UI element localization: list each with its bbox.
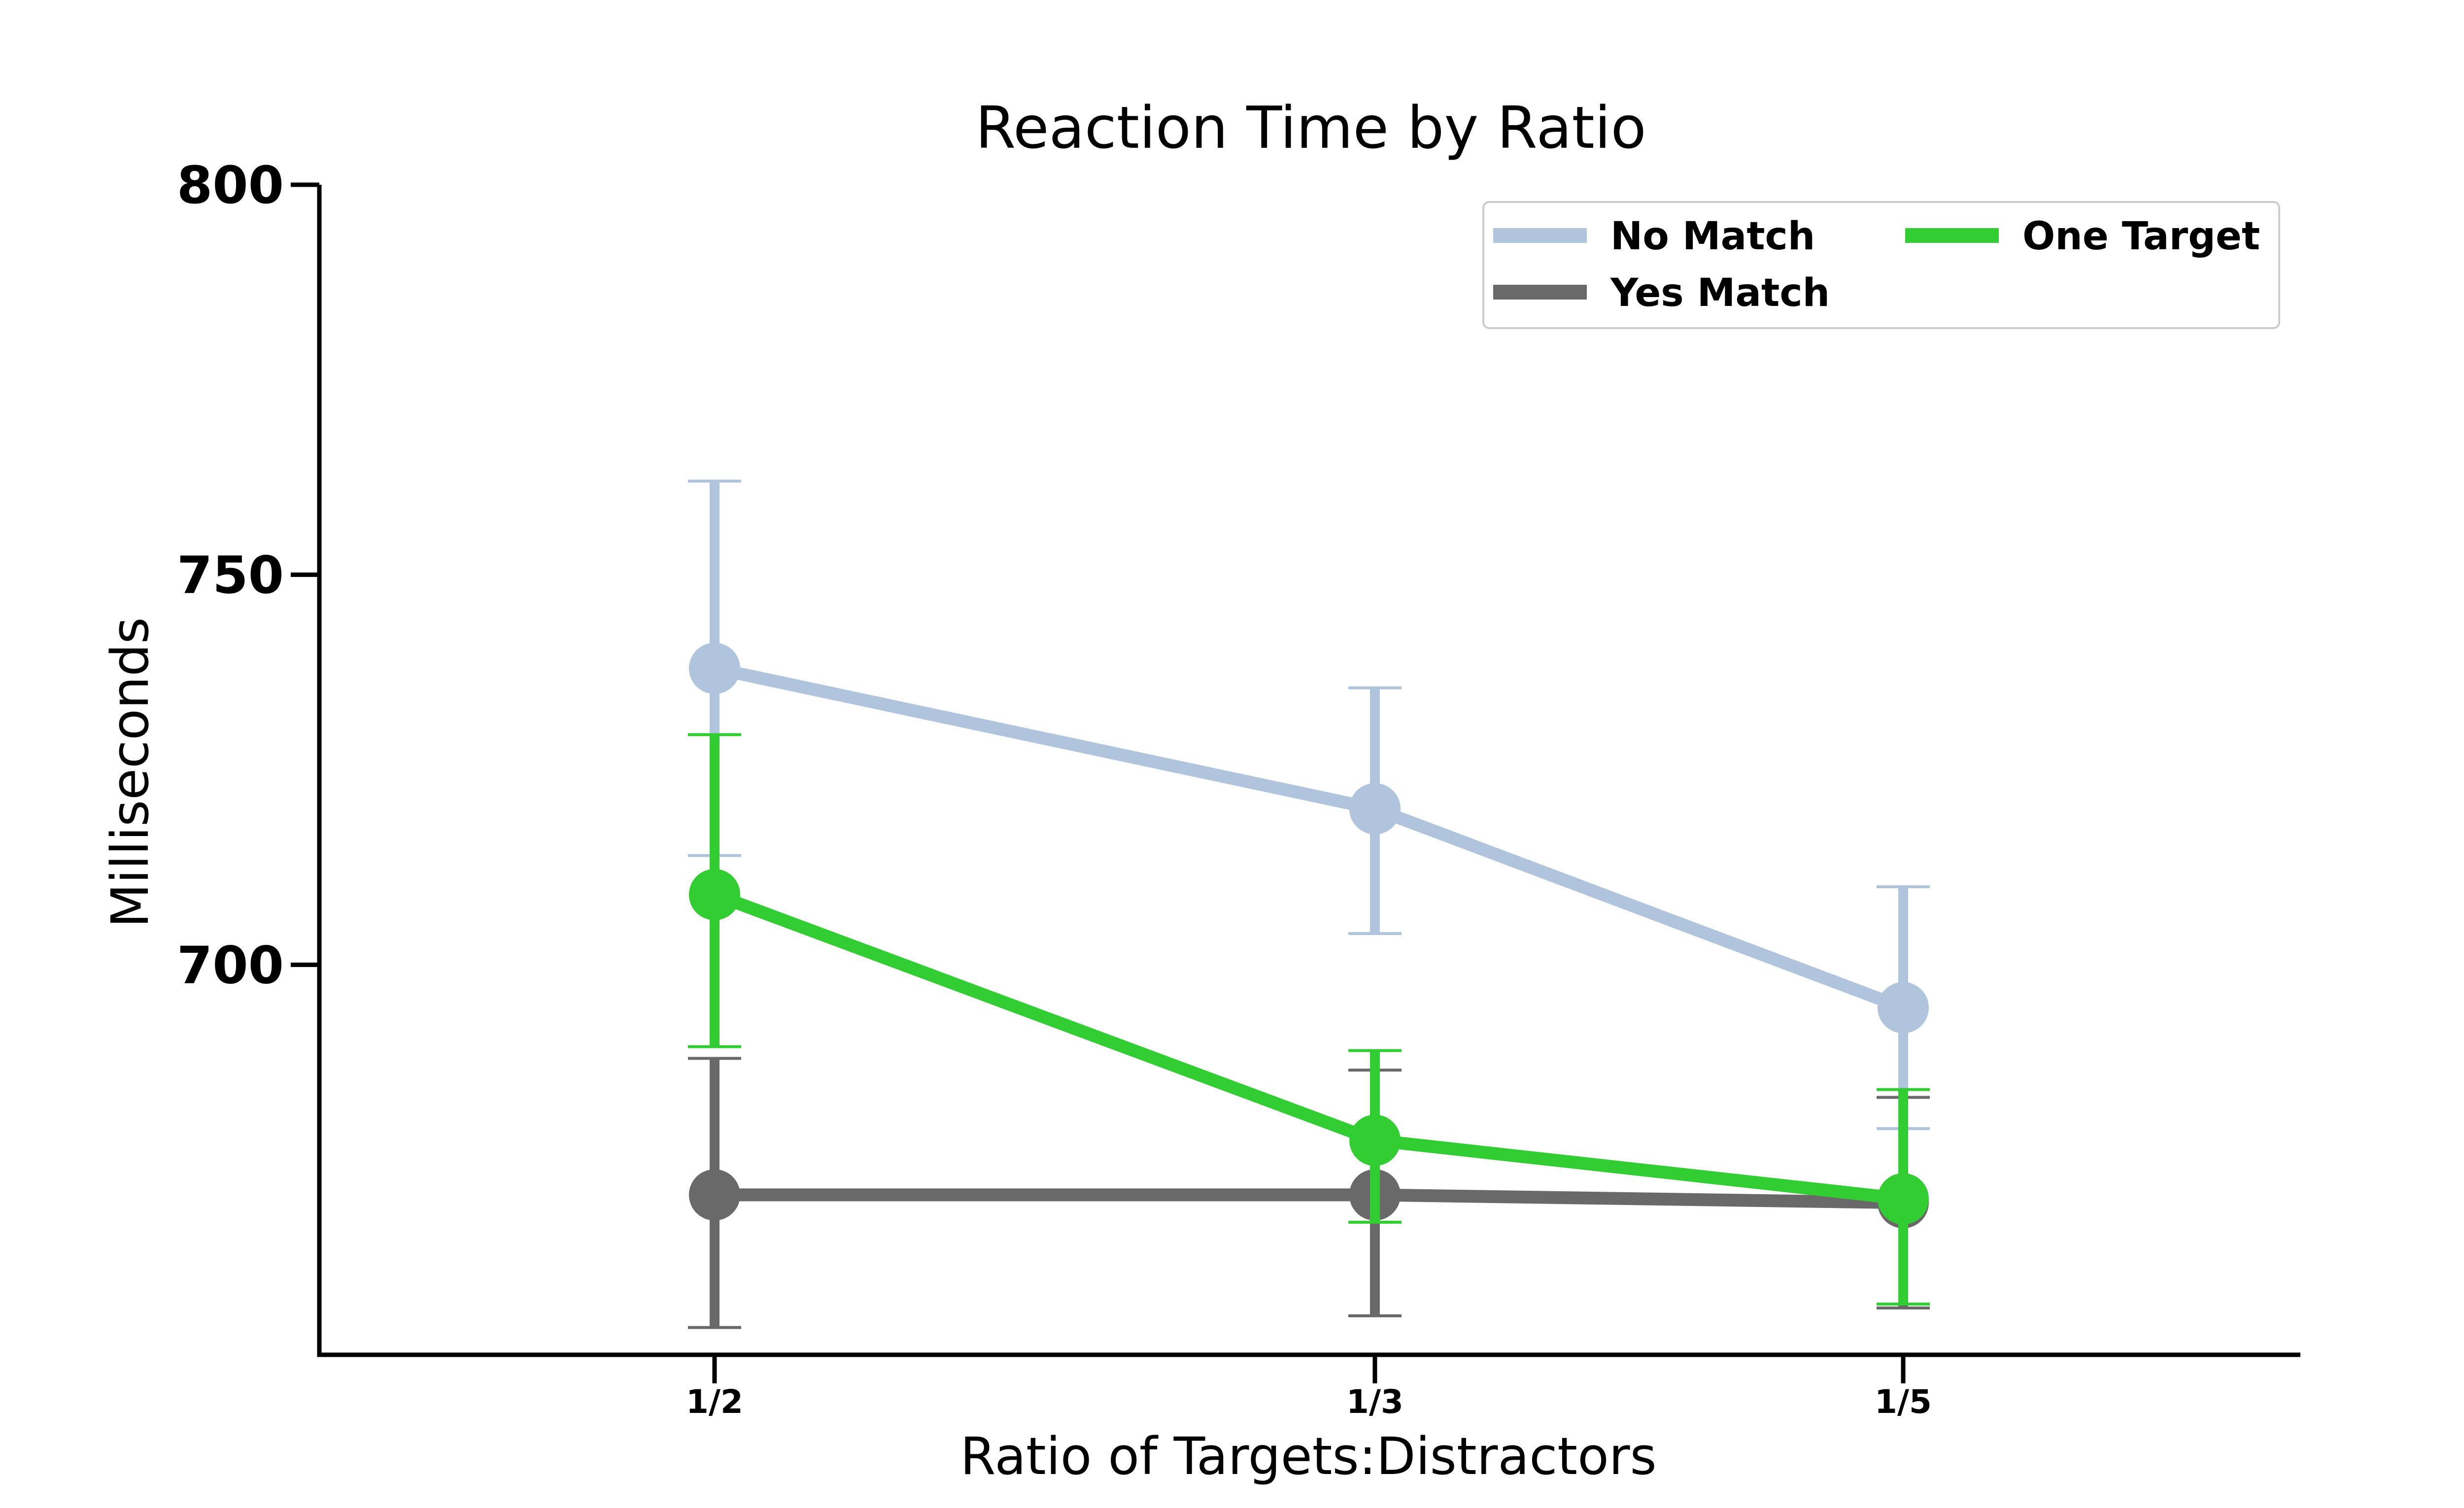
data-point xyxy=(1878,982,1929,1034)
y-tick-label: 700 xyxy=(177,935,284,995)
data-point xyxy=(689,869,740,920)
chart-title: Reaction Time by Ratio xyxy=(975,94,1646,162)
data-point xyxy=(1878,1173,1929,1225)
data-point xyxy=(1349,1114,1401,1166)
y-tick-label: 750 xyxy=(177,545,284,605)
legend-box xyxy=(1482,201,2280,329)
y-tick-label: 800 xyxy=(177,155,284,215)
series-line xyxy=(708,1188,1910,1209)
x-axis-label: Ratio of Targets:Distractors xyxy=(960,1426,1656,1486)
data-point xyxy=(689,642,740,694)
x-tick-label: 1/5 xyxy=(1875,1383,1932,1421)
legend-label: No Match xyxy=(1610,214,1815,259)
legend-label: One Target xyxy=(2022,214,2260,259)
data-point xyxy=(1349,783,1401,835)
legend-label: Yes Match xyxy=(1610,271,1830,315)
data-point xyxy=(689,1169,740,1221)
series-one-target xyxy=(688,733,1930,1306)
x-tick-label: 1/2 xyxy=(686,1383,743,1421)
series-yes-match xyxy=(688,1057,1930,1329)
series-no-match xyxy=(688,479,1930,1130)
x-tick-label: 1/3 xyxy=(1346,1383,1403,1421)
y-axis-label: Milliseconds xyxy=(100,617,160,928)
